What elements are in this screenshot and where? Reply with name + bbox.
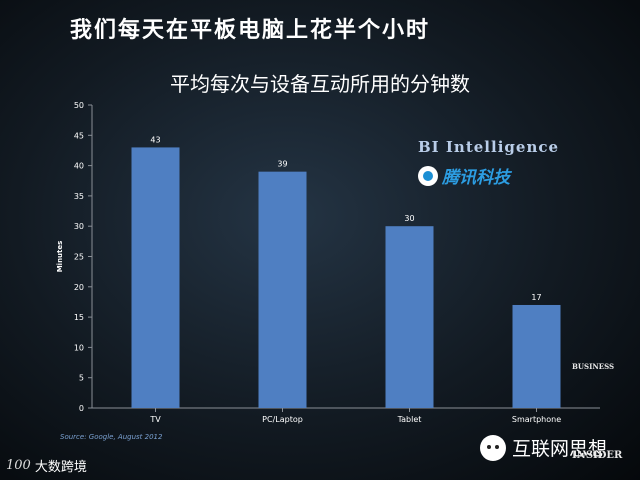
bar-value-label: 17 (531, 293, 541, 302)
y-tick-label: 5 (79, 374, 84, 383)
footer-logo: 100 (6, 458, 31, 473)
y-tick-label: 30 (74, 222, 84, 231)
bi-intelligence-logo: BI Intelligence (418, 138, 560, 156)
wechat-icon (480, 434, 506, 461)
y-tick-label: 15 (74, 313, 84, 322)
y-tick-label: 10 (74, 343, 84, 352)
bar (131, 147, 180, 409)
headline: 我们每天在平板电脑上花半个小时 (70, 18, 431, 43)
bar-value-label: 39 (277, 160, 287, 169)
x-tick-label: Tablet (397, 415, 422, 424)
footer-left-text: 大数跨境 (34, 460, 87, 475)
footer-left: 100 大数跨境 (6, 456, 87, 475)
y-tick-label: 20 (74, 283, 84, 292)
y-tick-label: 0 (79, 404, 84, 413)
y-tick-label: 50 (74, 101, 84, 110)
y-tick-label: 35 (74, 192, 84, 201)
y-tick-label: 45 (74, 131, 84, 140)
y-tick-label: 40 (74, 162, 84, 171)
y-axis-label: Minutes (56, 241, 64, 273)
business-insider-logo: BUSINESS (572, 360, 614, 373)
chart-title: 平均每次与设备互动所用的分钟数 (170, 72, 470, 96)
bar-value-label: 43 (150, 135, 160, 144)
x-tick-label: PC/Laptop (262, 415, 303, 424)
x-tick-label: TV (149, 415, 161, 424)
business-insider-top: BUSINESS (572, 362, 615, 371)
bar (385, 226, 434, 408)
bar (512, 304, 561, 408)
bar-value-label: 30 (404, 214, 414, 223)
x-tick-label: Smartphone (512, 415, 561, 424)
footer-right: 互联网思想 (480, 434, 607, 461)
tencent-tech-logo: 腾讯科技 (418, 163, 510, 188)
tencent-icon (418, 165, 438, 186)
footer-right-text: 互联网思想 (512, 438, 608, 460)
business-insider-bottom: INSIDER (572, 450, 623, 461)
chart-source: Source: Google, August 2012 (60, 433, 163, 441)
bar (258, 171, 307, 408)
y-tick-label: 25 (74, 253, 84, 262)
tencent-tech-text: 腾讯科技 (442, 168, 510, 188)
